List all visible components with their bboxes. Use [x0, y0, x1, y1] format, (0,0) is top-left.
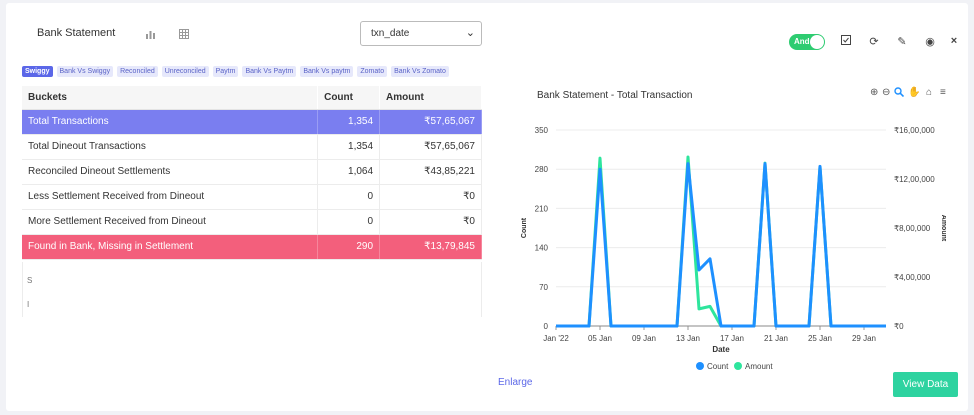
- y-left-tick-label: 280: [535, 165, 549, 174]
- legend-label-amount: Amount: [745, 362, 773, 371]
- series-line-count: [556, 162, 886, 328]
- count-cell: 1,354: [317, 109, 381, 135]
- y-left-tick-label: 210: [535, 204, 549, 213]
- x-tick-label: Jan '22: [543, 334, 569, 343]
- y-right-tick-label: ₹0: [894, 322, 904, 331]
- filter-tab[interactable]: Bank Vs Swiggy: [56, 66, 114, 77]
- x-tick-label: 09 Jan: [632, 334, 656, 343]
- y-right-axis-label: Amount: [940, 215, 946, 242]
- legend-label-count: Count: [707, 362, 729, 371]
- overflow-mark: S: [27, 276, 33, 285]
- filter-tab[interactable]: Reconciled: [117, 66, 158, 77]
- pan-hand-icon[interactable]: ✋: [908, 87, 921, 98]
- filter-tab[interactable]: Bank Vs Paytm: [242, 66, 297, 77]
- date-field-select[interactable]: txn_date ⌄: [360, 21, 482, 46]
- date-field-select-value: txn_date: [371, 28, 410, 39]
- zoom-out-icon[interactable]: ⊖: [882, 87, 891, 98]
- chart-title: Bank Statement - Total Transaction: [537, 90, 693, 101]
- y-right-tick-label: ₹12,00,000: [894, 175, 935, 184]
- magnifier-icon[interactable]: [894, 87, 905, 100]
- table-row[interactable]: Total Transactions 1,354 ₹57,65,067: [22, 109, 482, 135]
- table-row[interactable]: Less Settlement Received from Dineout 0 ₹0: [22, 184, 482, 210]
- filter-tab[interactable]: Bank Vs Zomato: [391, 66, 449, 77]
- count-cell: 0: [317, 184, 381, 210]
- table-row[interactable]: Found in Bank, Missing in Settlement 290 ₹…: [22, 234, 482, 260]
- home-icon[interactable]: ⌂: [926, 87, 933, 98]
- y-right-tick-label: ₹8,00,000: [894, 224, 931, 233]
- and-toggle-label: And: [794, 37, 810, 46]
- table-row[interactable]: Reconciled Dineout Settlements 1,064 ₹43,8…: [22, 159, 482, 185]
- transaction-line-chart: 0 70 140 210 280 350 ₹0 ₹4,00,000 ₹8,00,000 ₹12,0…: [521, 126, 946, 371]
- and-toggle[interactable]: And: [789, 34, 825, 50]
- bar-chart-icon[interactable]: [145, 29, 156, 42]
- bucket-cell: Less Settlement Received from Dineout: [22, 184, 319, 210]
- bucket-cell: Found in Bank, Missing in Settlement: [22, 234, 319, 260]
- x-tick-label: 21 Jan: [764, 334, 788, 343]
- amount-cell: ₹43,85,221: [379, 159, 482, 185]
- amount-cell: ₹57,65,067: [379, 109, 482, 135]
- overflow-mark: I: [27, 300, 30, 309]
- x-axis-label: Date: [712, 345, 730, 354]
- filter-tab[interactable]: Bank Vs paytm: [300, 66, 354, 77]
- count-cell: 1,064: [317, 159, 381, 185]
- bucket-cell: More Settlement Received from Dineout: [22, 209, 319, 235]
- chevron-down-icon: ⌄: [465, 27, 475, 39]
- count-cell: 0: [317, 209, 381, 235]
- x-tick-label: 17 Jan: [720, 334, 744, 343]
- legend-marker-amount: [734, 362, 742, 370]
- bucket-cell: Total Dineout Transactions: [22, 134, 319, 160]
- bucket-cell: Reconciled Dineout Settlements: [22, 159, 319, 185]
- buckets-table: Buckets Count Amount Total Transactions 1…: [22, 86, 482, 260]
- column-header-buckets[interactable]: Buckets: [22, 86, 319, 110]
- eye-icon[interactable]: ◉: [925, 36, 935, 48]
- close-icon[interactable]: ×: [950, 35, 958, 47]
- table-row[interactable]: Total Dineout Transactions 1,354 ₹57,65,06…: [22, 134, 482, 160]
- bucket-cell: Total Transactions: [22, 109, 319, 135]
- filter-tab[interactable]: Zomato: [357, 66, 388, 77]
- filter-tabs: Swiggy Bank Vs Swiggy Reconciled Unreconcil…: [22, 66, 449, 77]
- filter-tab[interactable]: Paytm: [212, 66, 239, 77]
- refresh-icon[interactable]: ⟳: [869, 36, 879, 48]
- amount-cell: ₹13,79,845: [379, 234, 482, 260]
- amount-cell: ₹0: [379, 184, 482, 210]
- filter-tab[interactable]: Swiggy: [22, 66, 53, 77]
- y-left-tick-label: 70: [539, 283, 548, 292]
- x-tick-label: 25 Jan: [808, 334, 832, 343]
- menu-icon[interactable]: ≡: [940, 87, 946, 98]
- y-left-tick-label: 0: [544, 322, 549, 331]
- filter-tab[interactable]: Unreconciled: [161, 66, 209, 77]
- x-tick-label: 29 Jan: [852, 334, 876, 343]
- y-right-tick-label: ₹4,00,000: [894, 273, 931, 282]
- zoom-in-icon[interactable]: ⊕: [870, 87, 879, 98]
- amount-cell: ₹57,65,067: [379, 134, 482, 160]
- table-header-row: Buckets Count Amount: [22, 86, 482, 110]
- report-card: Bank Statement txn_date ⌄ And ⟳ ✎ ◉ × Sw…: [6, 3, 968, 411]
- column-header-amount[interactable]: Amount: [379, 86, 482, 110]
- table-overflow-area: S I: [22, 262, 482, 317]
- page-title: Bank Statement: [37, 27, 116, 39]
- toggle-knob: [810, 35, 824, 49]
- edit-pencil-icon[interactable]: ✎: [897, 36, 907, 48]
- x-tick-label: 13 Jan: [676, 334, 700, 343]
- table-grid-icon[interactable]: [179, 29, 189, 42]
- count-cell: 1,354: [317, 134, 381, 160]
- count-cell: 290: [317, 234, 381, 260]
- view-data-button[interactable]: View Data: [893, 372, 958, 397]
- table-row[interactable]: More Settlement Received from Dineout 0 ₹0: [22, 209, 482, 235]
- legend-marker-count: [696, 362, 704, 370]
- column-header-count[interactable]: Count: [317, 86, 381, 110]
- y-right-tick-label: ₹16,00,000: [894, 126, 935, 135]
- y-left-tick-label: 140: [535, 244, 549, 253]
- enlarge-link[interactable]: Enlarge: [498, 377, 533, 388]
- checkbox-icon[interactable]: [839, 35, 853, 48]
- amount-cell: ₹0: [379, 209, 482, 235]
- y-left-tick-label: 350: [535, 126, 549, 135]
- y-left-axis-label: Count: [521, 217, 528, 238]
- x-tick-label: 05 Jan: [588, 334, 612, 343]
